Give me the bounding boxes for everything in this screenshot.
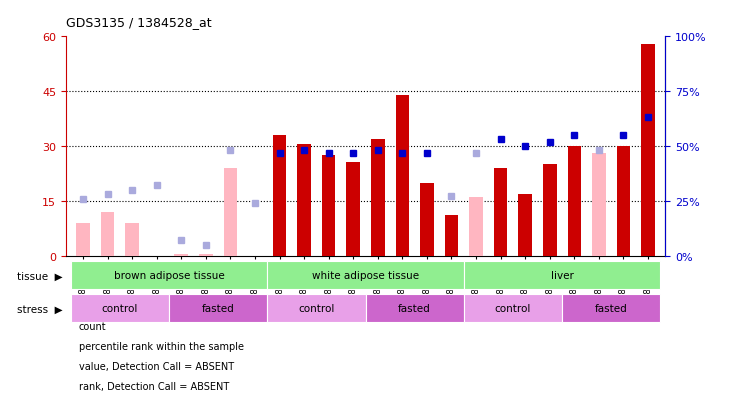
Text: percentile rank within the sample: percentile rank within the sample: [79, 341, 244, 351]
Bar: [298, 145, 311, 256]
Bar: [420, 183, 433, 256]
Bar: [444, 216, 458, 256]
Bar: [617, 147, 630, 256]
Text: value, Detection Call = ABSENT: value, Detection Call = ABSENT: [79, 361, 234, 371]
FancyBboxPatch shape: [71, 295, 169, 323]
Text: stress  ▶: stress ▶: [17, 304, 62, 314]
Bar: [224, 169, 237, 256]
Bar: [199, 254, 213, 256]
FancyBboxPatch shape: [366, 295, 463, 323]
FancyBboxPatch shape: [463, 295, 562, 323]
Bar: [76, 223, 90, 256]
Text: fasted: fasted: [398, 304, 431, 314]
Bar: [175, 254, 188, 256]
Bar: [543, 165, 556, 256]
Text: control: control: [495, 304, 531, 314]
Bar: [641, 45, 655, 256]
Bar: [592, 154, 606, 256]
Text: count: count: [79, 321, 107, 331]
Text: fasted: fasted: [202, 304, 235, 314]
FancyBboxPatch shape: [562, 295, 660, 323]
Text: brown adipose tissue: brown adipose tissue: [113, 271, 224, 281]
Bar: [101, 212, 114, 256]
Text: white adipose tissue: white adipose tissue: [312, 271, 419, 281]
Bar: [273, 136, 287, 256]
Text: rank, Detection Call = ABSENT: rank, Detection Call = ABSENT: [79, 381, 230, 391]
Bar: [469, 198, 482, 256]
Text: GDS3135 / 1384528_at: GDS3135 / 1384528_at: [66, 16, 211, 29]
Bar: [518, 194, 532, 256]
Text: control: control: [298, 304, 335, 314]
Text: control: control: [102, 304, 138, 314]
Bar: [371, 139, 385, 256]
FancyBboxPatch shape: [71, 262, 268, 290]
Bar: [125, 223, 139, 256]
Bar: [567, 147, 581, 256]
Bar: [494, 169, 507, 256]
Text: fasted: fasted: [595, 304, 627, 314]
FancyBboxPatch shape: [463, 262, 660, 290]
Bar: [322, 156, 336, 256]
FancyBboxPatch shape: [268, 262, 463, 290]
Text: tissue  ▶: tissue ▶: [17, 271, 62, 281]
Bar: [346, 163, 360, 256]
FancyBboxPatch shape: [268, 295, 366, 323]
FancyBboxPatch shape: [169, 295, 268, 323]
Text: liver: liver: [550, 271, 573, 281]
Bar: [395, 95, 409, 256]
